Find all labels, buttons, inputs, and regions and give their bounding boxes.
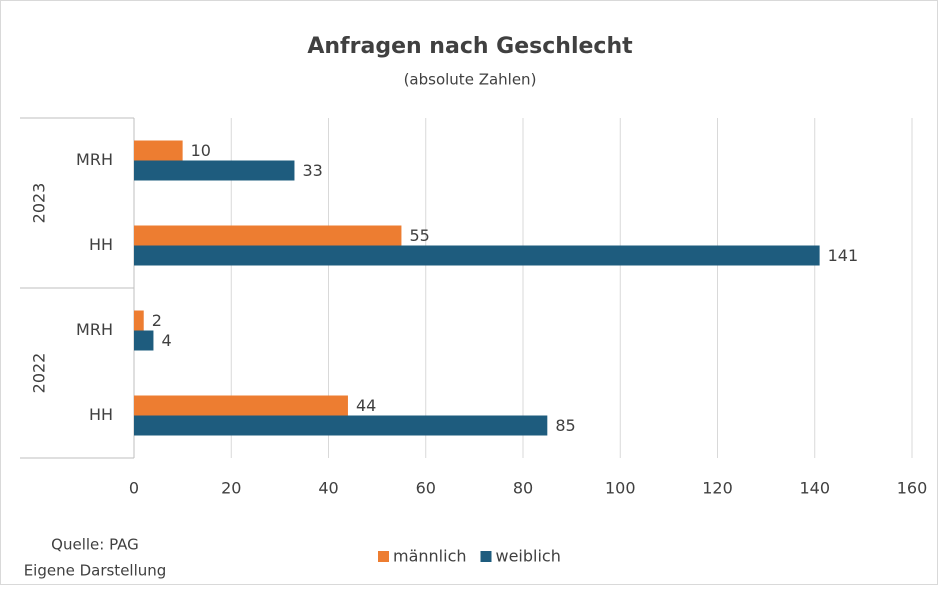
x-tick-label: 100 xyxy=(605,479,636,498)
data-label: 44 xyxy=(356,396,376,415)
x-tick-label: 160 xyxy=(897,479,928,498)
bar xyxy=(134,310,144,331)
x-tick-label: 20 xyxy=(221,479,241,498)
y-tick-label: HH xyxy=(89,405,113,424)
x-tick-label: 40 xyxy=(318,479,338,498)
y-tick-label: MRH xyxy=(76,150,113,169)
data-label: 141 xyxy=(828,246,859,265)
y-tick-label: MRH xyxy=(76,320,113,339)
legend-swatch xyxy=(378,551,389,562)
legend-label: weiblich xyxy=(496,547,561,566)
bar xyxy=(134,160,295,181)
bar xyxy=(134,225,402,246)
bar xyxy=(134,245,820,266)
data-label: 4 xyxy=(161,331,171,350)
bar xyxy=(134,415,548,436)
x-tick-label: 140 xyxy=(799,479,830,498)
data-label: 85 xyxy=(555,416,575,435)
data-label: 55 xyxy=(409,226,429,245)
bar xyxy=(134,140,183,161)
note: Eigene Darstellung xyxy=(24,562,167,580)
y-tick-label: HH xyxy=(89,235,113,254)
chart-subtitle: (absolute Zahlen) xyxy=(404,71,537,89)
x-tick-label: 120 xyxy=(702,479,733,498)
bar xyxy=(134,330,154,351)
data-label: 2 xyxy=(152,311,162,330)
legend-swatch xyxy=(480,551,492,562)
group-label: 2023 xyxy=(30,183,49,224)
x-tick-label: 80 xyxy=(513,479,533,498)
legend-label: männlich xyxy=(393,547,467,566)
data-label: 33 xyxy=(302,161,322,180)
chart-title: Anfragen nach Geschlecht xyxy=(307,34,633,59)
note: Quelle: PAG xyxy=(51,536,139,554)
bar xyxy=(134,395,348,416)
data-label: 10 xyxy=(191,141,211,160)
x-tick-label: 60 xyxy=(416,479,436,498)
x-tick-label: 0 xyxy=(129,479,139,498)
group-label: 2022 xyxy=(30,353,49,394)
